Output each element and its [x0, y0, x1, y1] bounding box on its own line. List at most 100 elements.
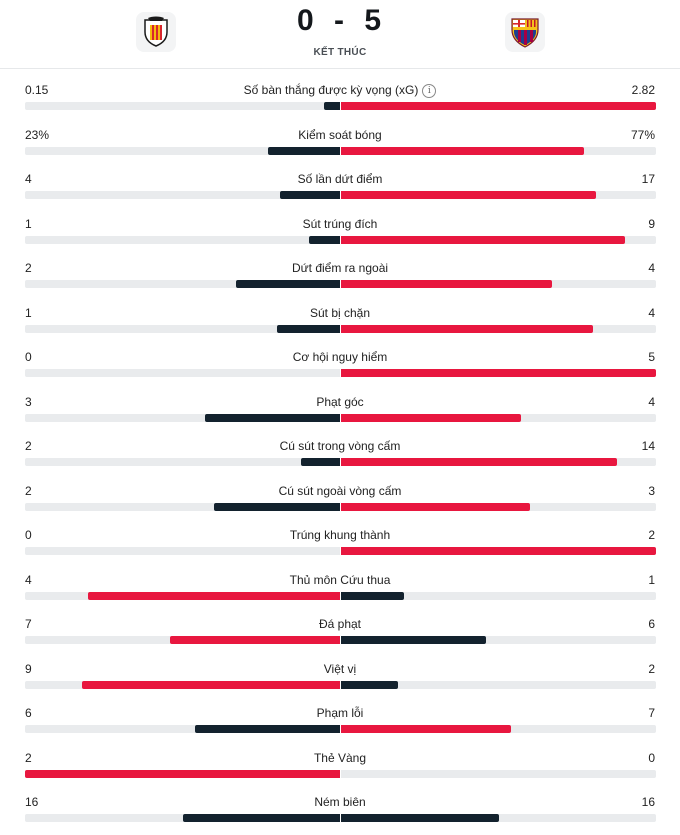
stat-row: 2 Cú sút trong vòng cấm 14	[0, 424, 680, 469]
home-stat-value: 2	[25, 750, 32, 765]
stat-label: Trúng khung thành	[289, 528, 391, 542]
stat-label: Cơ hội nguy hiểm	[292, 350, 388, 364]
home-stat-value: 2	[25, 261, 32, 275]
stat-label: Sút trúng đích	[302, 216, 378, 231]
away-bar-track	[341, 235, 656, 244]
stat-label: Phạm lỗi	[316, 706, 364, 720]
home-bar-track	[25, 280, 340, 288]
stat-label-wrap: Phạt góc	[0, 395, 680, 409]
away-bar-track	[341, 680, 656, 689]
away-bar-track	[341, 413, 656, 422]
home-bar-fill	[280, 191, 340, 199]
home-bar-track	[25, 235, 340, 244]
stat-row: 1 Sút bị chặn 4	[0, 291, 680, 336]
away-stat-value: 2	[648, 661, 655, 676]
home-bar-track	[25, 324, 340, 333]
away-stat-value: 4	[648, 394, 655, 409]
stat-label: Dứt điểm ra ngoài	[291, 261, 389, 275]
home-bar-track	[25, 413, 340, 422]
home-bar-track	[25, 369, 340, 377]
home-bar-fill	[236, 280, 340, 288]
away-bar-fill	[341, 547, 656, 555]
home-bar-fill	[308, 235, 340, 244]
home-bar-fill	[277, 324, 340, 333]
stat-row: 0 Cơ hội nguy hiểm 5	[0, 335, 680, 380]
home-bar-fill	[195, 725, 340, 733]
stat-label-wrap: Phạm lỗi	[0, 706, 680, 720]
away-bar-track	[341, 814, 656, 822]
stat-label: Phạt góc	[316, 394, 364, 409]
away-stat-value: 17	[641, 172, 655, 186]
home-bar-fill	[324, 102, 340, 110]
home-bar-track	[25, 769, 340, 778]
home-stat-value: 7	[25, 617, 32, 631]
scoreline: 0 - 5	[0, 4, 680, 38]
away-bar-track	[341, 725, 656, 733]
away-bar-fill	[341, 146, 584, 155]
away-bar-track	[341, 547, 656, 555]
away-bar-fill	[341, 102, 656, 110]
home-stat-value: 23%	[25, 127, 50, 142]
stat-row: 4 Số lần dứt điểm 17	[0, 157, 680, 202]
score-separator: -	[334, 4, 346, 37]
away-bar-track	[341, 191, 656, 199]
away-stat-value: 5	[648, 350, 655, 364]
home-stat-value: 0	[25, 350, 32, 364]
stat-row: 9 Việt vị 2	[0, 647, 680, 692]
stat-row: 7 Đá phạt 6	[0, 602, 680, 647]
away-bar-fill	[341, 814, 499, 822]
match-status: KẾT THÚC	[313, 47, 367, 58]
home-bar-fill	[267, 146, 340, 155]
away-stat-value: 6	[648, 617, 655, 631]
away-bar-fill	[341, 458, 617, 466]
home-bar-track	[25, 191, 340, 199]
away-stat-value: 2.82	[631, 83, 655, 97]
away-bar-fill	[341, 235, 625, 244]
away-bar-fill	[341, 636, 486, 644]
home-stat-value: 16	[25, 795, 39, 809]
home-bar-fill	[169, 636, 340, 644]
home-stat-value: 1	[25, 216, 32, 231]
stat-label-wrap: Số bàn thắng được kỳ vọng (xG) i	[0, 83, 680, 98]
stat-row: 0 Trúng khung thành 2	[0, 513, 680, 558]
away-bar-fill	[341, 680, 398, 689]
stat-label-wrap: Sút bị chặn	[0, 306, 680, 320]
stat-label-wrap: Dứt điểm ra ngoài	[0, 261, 680, 275]
away-bar-track	[341, 146, 656, 155]
away-bar-track	[341, 769, 656, 778]
away-score: 5	[364, 4, 384, 37]
match-header: 0 - 5 KẾT THÚC	[0, 0, 680, 69]
away-stat-value: 14	[641, 439, 655, 453]
info-icon[interactable]: i	[422, 83, 437, 98]
away-bar-track	[341, 458, 656, 466]
home-bar-track	[25, 502, 340, 511]
stat-row: 23% Kiểm soát bóng 77%	[0, 113, 680, 158]
stat-label-wrap: Kiểm soát bóng	[0, 128, 680, 142]
away-bar-track	[341, 636, 656, 644]
away-bar-fill	[341, 725, 512, 733]
stat-label: Cú sút trong vòng cấm	[279, 439, 401, 453]
away-stat-value: 2	[648, 528, 655, 542]
away-stat-value: 77%	[630, 127, 655, 142]
stat-label-wrap: Sút trúng đích	[0, 217, 680, 231]
stat-label: Cú sút ngoài vòng cấm	[278, 483, 402, 498]
stat-label: Thẻ Vàng	[313, 750, 367, 765]
stat-label: Ném biên	[314, 795, 366, 809]
stat-label: Kiểm soát bóng	[298, 127, 382, 142]
away-bar-track	[341, 591, 656, 600]
home-team-logo[interactable]	[136, 12, 176, 52]
stat-label-wrap: Việt vị	[0, 662, 680, 676]
away-stat-value: 4	[648, 305, 655, 320]
home-bar-fill	[214, 502, 340, 511]
home-bar-track	[25, 547, 340, 555]
away-team-logo[interactable]	[505, 12, 545, 52]
away-bar-fill	[341, 324, 593, 333]
home-bar-track	[25, 636, 340, 644]
stat-label-wrap: Ném biên	[0, 795, 680, 809]
away-bar-fill	[341, 191, 597, 199]
stat-row: 2 Cú sút ngoài vòng cấm 3	[0, 469, 680, 514]
home-stat-value: 2	[25, 483, 32, 498]
stat-label-wrap: Thủ môn Cứu thua	[0, 573, 680, 587]
home-bar-fill	[204, 413, 340, 422]
home-bar-track	[25, 146, 340, 155]
